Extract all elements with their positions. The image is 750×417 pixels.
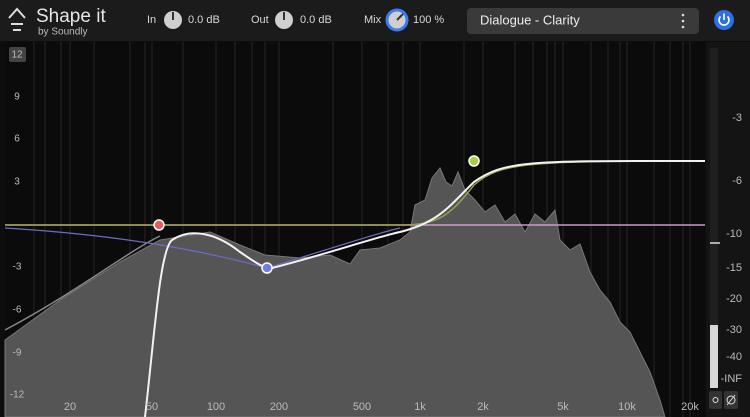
gain-label: -3 [13, 262, 22, 273]
control-label: Out [251, 14, 269, 26]
frequency-label: 2k [477, 401, 489, 413]
frequency-label: 50 [146, 401, 158, 413]
meter-label: -6 [732, 175, 742, 187]
control-label: Mix [364, 14, 382, 26]
logo-icon [8, 7, 26, 31]
meter-track [710, 48, 718, 388]
gain-label: -12 [10, 390, 25, 401]
frequency-label: 5k [557, 401, 569, 413]
frequency-label: 10k [618, 401, 636, 413]
meter-label: -3 [732, 112, 742, 124]
labels: 12 9 6 3 -3 -6 -9 -12 20 50 100 200 500 1k 2k 5k 10k 20k -… [10, 50, 742, 413]
frequency-label: 200 [270, 401, 288, 413]
preset-name: Dialogue - Clarity [480, 12, 580, 27]
gain-label: 6 [14, 134, 20, 145]
frequency-label: 20k [681, 401, 699, 413]
frequency-label: 100 [207, 401, 225, 413]
meter-label: -40 [726, 351, 742, 363]
meter-level [710, 325, 718, 388]
meter-icon [712, 397, 719, 403]
control-value: 100 % [413, 14, 444, 26]
meter-button[interactable] [709, 391, 722, 409]
phase-icon [726, 394, 736, 406]
power-icon [718, 13, 730, 26]
meter-label: -INF [721, 373, 743, 385]
meter-label: -10 [726, 228, 742, 240]
frequency-label: 1k [414, 401, 426, 413]
gain-label: 12 [11, 50, 23, 61]
control-value: 0.0 dB [188, 14, 220, 26]
gain-label: -6 [13, 305, 22, 316]
meter-label: -15 [726, 262, 742, 274]
band-curve [4, 227, 401, 269]
logo-subtitle: by Soundly [38, 27, 87, 38]
band-curve [4, 235, 161, 331]
preset-selector[interactable] [467, 8, 699, 34]
frequency-label: 20 [64, 401, 76, 413]
meter-label: -30 [726, 324, 742, 336]
gain-label: 3 [14, 177, 20, 188]
control-label: In [147, 14, 156, 26]
frequency-label: 500 [353, 401, 371, 413]
eq-node[interactable] [468, 155, 480, 167]
knob-pointer [396, 13, 404, 21]
gain-range-badge[interactable] [9, 47, 26, 62]
eq-curve [144, 159, 706, 417]
eq-node[interactable] [261, 262, 273, 274]
meter-label: -20 [726, 293, 742, 305]
phase-icon [726, 395, 736, 405]
control-value: 0.0 dB [300, 14, 332, 26]
eq-node[interactable] [153, 219, 165, 231]
preset-menu-button[interactable] [681, 13, 685, 29]
logo-title: Shape it [36, 6, 106, 27]
gain-label: -9 [13, 348, 22, 359]
gain-label: 9 [14, 92, 20, 103]
